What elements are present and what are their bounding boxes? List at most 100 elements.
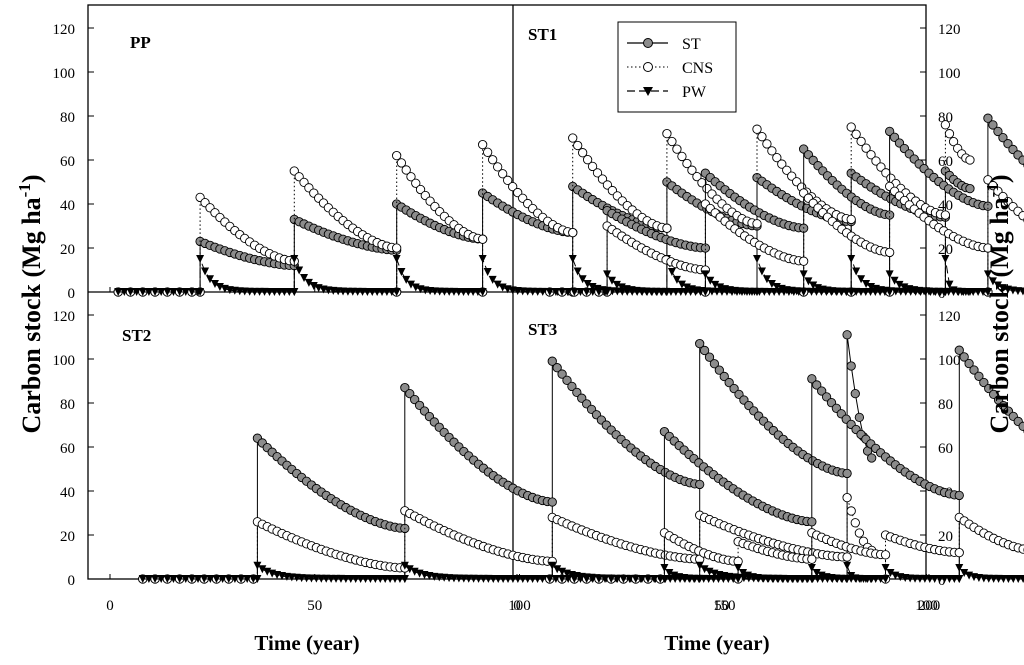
point-pp-cns-80 (482, 147, 493, 157)
point-st2-st-154 (867, 453, 877, 463)
point-pp-cns-184 (948, 136, 959, 147)
point-st3-pw-21 (665, 568, 674, 577)
point-st2-pw-52 (400, 561, 409, 570)
point-st2-st-53 (405, 388, 415, 399)
point-pp-pw-58 (392, 288, 401, 296)
point-pp-cns-99 (568, 133, 578, 143)
point-st2-pw-116 (695, 561, 704, 570)
point-st1-pw-75 (885, 270, 894, 279)
point-st1-pw-74 (885, 288, 894, 296)
point-st1-pw-96 (983, 288, 992, 296)
y-tick-label-pp-20: 20 (60, 242, 75, 258)
point-st2-cns-149 (846, 506, 856, 516)
point-pp-cns-162 (851, 129, 861, 139)
point-st3-pw-11 (613, 575, 622, 583)
point-st3-st-52 (807, 374, 817, 384)
point-st2-st-118 (704, 352, 715, 362)
point-st3-pw-19 (660, 575, 669, 583)
legend-label-pw: PW (682, 84, 707, 101)
point-st3-pw-88 (955, 564, 964, 572)
point-st3-pw-72 (886, 568, 895, 577)
y-tick-label-pp-60: 60 (60, 154, 75, 170)
x-tick-label-st2-150: 150 (713, 598, 736, 614)
point-st2-pw-2 (151, 575, 160, 583)
y-tick-label-st2-60: 60 (60, 441, 75, 457)
point-st2-st-121 (719, 371, 729, 382)
y-axis-label-right: Carbon stock (Mg ha-1) (983, 174, 1014, 433)
point-st3-st-53 (812, 380, 822, 390)
point-pp-cns-124 (682, 158, 692, 169)
point-st3-pw-14 (631, 575, 640, 583)
point-st2-pw-85 (553, 565, 562, 574)
point-st2-cns-151 (854, 528, 865, 538)
point-st3-st-86 (964, 358, 974, 369)
point-pp-pw-38 (300, 273, 309, 282)
point-st3-pw-87 (955, 575, 964, 583)
point-pp-cns-64 (415, 184, 426, 195)
x-tick-label-st2-0: 0 (106, 598, 114, 614)
point-st3-cns-101 (1018, 544, 1024, 554)
point-st1-st-104 (1018, 155, 1024, 165)
y-tick-label-pp-80: 80 (60, 110, 75, 126)
point-st2-pw-0 (138, 575, 147, 583)
point-st2-st-150 (850, 388, 860, 399)
panel-title-pp: PP (130, 33, 151, 52)
point-pp-pw-59 (392, 255, 401, 263)
x-tick-label-st3-0: 0 (513, 598, 521, 614)
point-st1-pw-57 (809, 281, 818, 290)
point-pp-pw-5 (144, 288, 153, 296)
point-st2-pw-6 (175, 575, 184, 583)
point-st3-pw-9 (601, 575, 610, 583)
point-st1-pw-34 (706, 276, 715, 285)
y-axis-label-left: Carbon stock (Mg ha-1) (15, 174, 46, 433)
point-st2-st-149 (846, 361, 856, 371)
point-pp-pw-99 (568, 255, 577, 263)
point-pp-cns-183 (944, 129, 955, 139)
point-pp-cns-77 (477, 234, 488, 244)
point-st3-cns-69 (880, 550, 891, 560)
point-st3-st-88 (974, 371, 984, 381)
point-pp-pw-11 (181, 288, 190, 296)
y-tick-label-st2-80: 80 (60, 397, 75, 413)
point-st1-pw-77 (895, 280, 904, 289)
point-st2-st-116 (695, 338, 705, 349)
point-st2-st-122 (724, 377, 734, 388)
point-st3-st-90 (984, 383, 994, 394)
point-pp-cns-159 (846, 214, 856, 225)
point-st2-pw-15 (230, 575, 239, 583)
point-st3-st-87 (969, 365, 979, 375)
y-tick-label-st3-80: 80 (938, 397, 953, 413)
panel-title-st3: ST3 (528, 320, 557, 339)
point-st2-pw-117 (700, 565, 709, 574)
point-st3-pw-17 (650, 575, 659, 583)
point-st1-cns-53 (799, 256, 809, 266)
y-tick-label-st2-100: 100 (53, 353, 76, 369)
point-pp-cns-125 (687, 165, 697, 175)
legend-marker-cns (643, 62, 653, 72)
point-st3-pw-4 (570, 575, 579, 583)
point-st3-st-97 (1018, 421, 1024, 432)
point-pp-pw-10 (175, 288, 184, 296)
x-axis-label-left: Time (year) (254, 631, 359, 655)
point-pp-pw-80 (483, 267, 492, 276)
point-st2-pw-51 (400, 575, 409, 583)
point-pp-cns-163 (856, 136, 866, 146)
point-st2-pw-21 (258, 565, 267, 574)
point-st1-pw-7 (588, 288, 597, 296)
point-pp-cns-101 (577, 148, 588, 158)
point-st3-pw-7 (588, 575, 597, 583)
point-pp-pw-17 (206, 275, 215, 284)
point-pp-pw-15 (196, 255, 205, 263)
point-st1-pw-11 (603, 270, 612, 279)
point-pp-cns-123 (677, 151, 687, 162)
point-st1-pw-54 (799, 288, 808, 296)
point-pp-pw-3 (132, 288, 141, 296)
point-st3-pw-38 (739, 568, 748, 577)
point-st1-pw-13 (612, 280, 621, 289)
point-st3-pw-36 (734, 575, 743, 583)
point-st3-cns-52 (807, 554, 817, 564)
y-tick-label-st3-20: 20 (938, 529, 953, 545)
point-st3-pw-12 (619, 575, 628, 583)
point-pp-cns-79 (477, 139, 488, 150)
y-tick-label-pp-100: 100 (53, 66, 76, 82)
